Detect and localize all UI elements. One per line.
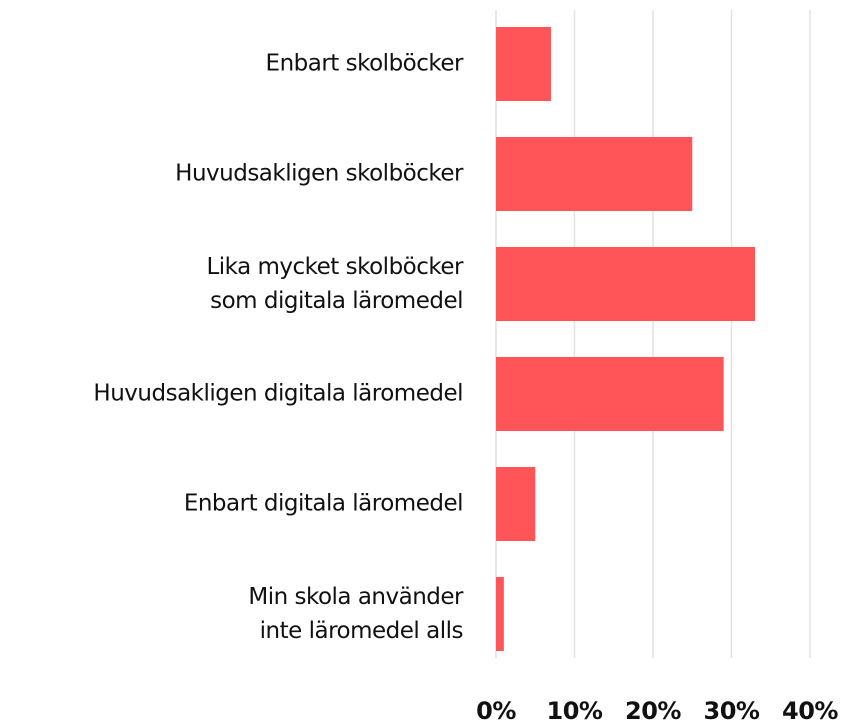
category-label: Lika mycket skolböcker som digitala lärom…: [206, 254, 464, 314]
x-tick-label: 20%: [625, 697, 681, 725]
bar: [496, 27, 551, 101]
x-tick-label: 0%: [476, 697, 516, 725]
category-label: Min skola använder inte läromedel alls: [248, 584, 464, 644]
bar: [496, 357, 724, 431]
category-label: Huvudsakligen digitala läromedel: [93, 381, 463, 407]
bar: [496, 137, 693, 211]
bar: [496, 247, 756, 321]
category-label: Huvudsakligen skolböcker: [175, 161, 464, 187]
x-tick-label: 30%: [704, 697, 760, 725]
category-label: Enbart digitala läromedel: [184, 491, 463, 517]
x-tick-label: 40%: [782, 697, 838, 725]
bar: [496, 577, 504, 651]
x-tick-label: 10%: [547, 697, 603, 725]
category-label: Enbart skolböcker: [266, 51, 464, 77]
bar: [496, 467, 536, 541]
